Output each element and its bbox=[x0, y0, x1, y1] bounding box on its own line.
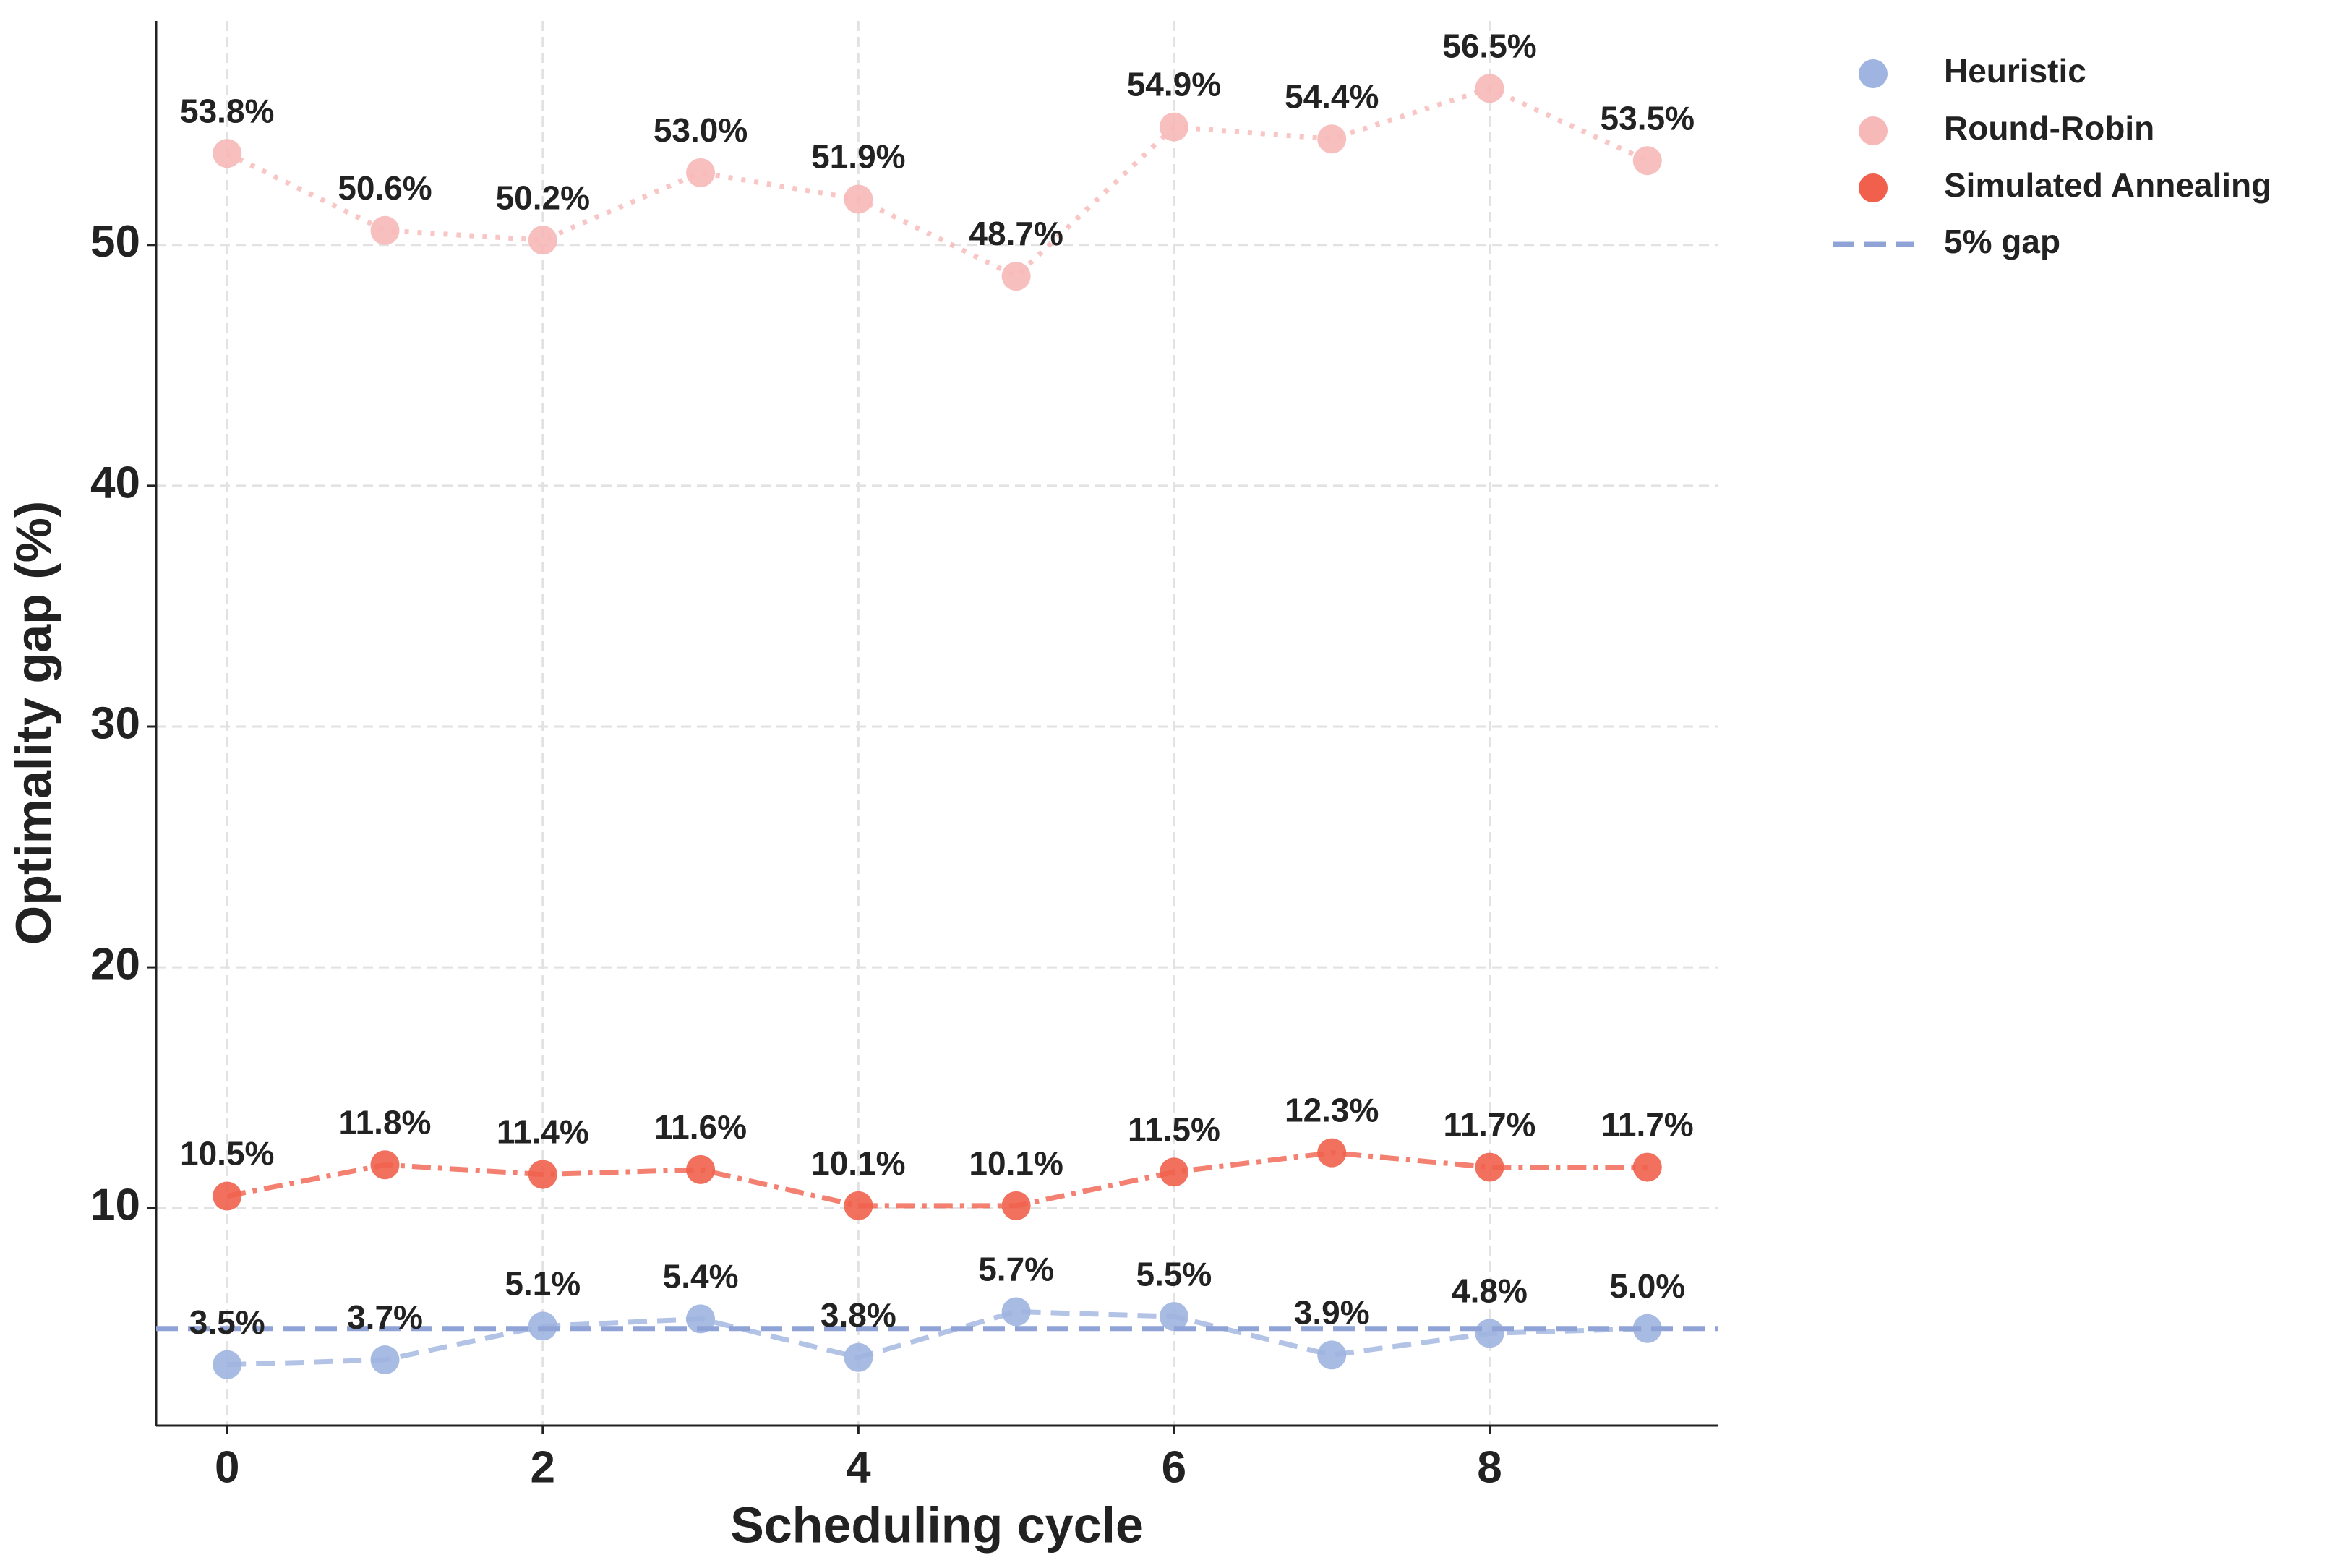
legend-label: Simulated Annealing bbox=[1944, 166, 2271, 204]
value-label: 5.7% bbox=[978, 1251, 1054, 1288]
y-tick-label: 20 bbox=[90, 939, 140, 989]
value-label: 11.7% bbox=[1444, 1106, 1536, 1144]
y-axis-label: Optimality gap (%) bbox=[5, 501, 61, 945]
value-label: 4.8% bbox=[1452, 1272, 1528, 1310]
y-tick-label: 50 bbox=[90, 217, 140, 267]
value-label: 5.4% bbox=[663, 1258, 739, 1295]
data-point bbox=[1475, 74, 1504, 103]
data-point bbox=[844, 1191, 873, 1220]
value-label: 11.8% bbox=[339, 1103, 432, 1141]
value-label: 3.8% bbox=[821, 1296, 896, 1334]
value-label: 11.6% bbox=[654, 1108, 747, 1146]
value-label: 3.7% bbox=[347, 1298, 423, 1336]
data-point bbox=[686, 1154, 716, 1184]
legend-marker bbox=[1859, 173, 1888, 202]
data-point bbox=[1632, 146, 1662, 176]
x-axis-label: Scheduling cycle bbox=[730, 1496, 1144, 1553]
value-label: 12.3% bbox=[1285, 1092, 1379, 1129]
data-point bbox=[1317, 1138, 1347, 1168]
value-label: 54.4% bbox=[1285, 77, 1379, 115]
data-point bbox=[528, 226, 557, 255]
value-label: 53.8% bbox=[180, 92, 274, 129]
value-label: 11.5% bbox=[1128, 1110, 1220, 1148]
data-point bbox=[213, 1350, 242, 1379]
data-point bbox=[1632, 1314, 1662, 1343]
data-point bbox=[1475, 1152, 1504, 1182]
x-tick-label: 4 bbox=[846, 1442, 871, 1492]
data-point bbox=[528, 1160, 557, 1189]
value-label: 11.4% bbox=[497, 1113, 589, 1151]
data-point bbox=[1159, 112, 1188, 142]
data-point bbox=[370, 1150, 400, 1180]
series-line bbox=[227, 1308, 1648, 1368]
value-label: 54.9% bbox=[1127, 66, 1221, 103]
legend-marker bbox=[1859, 116, 1888, 145]
value-label: 5.5% bbox=[1136, 1255, 1212, 1293]
legend-marker bbox=[1859, 59, 1888, 88]
value-label: 53.5% bbox=[1601, 99, 1695, 137]
data-point bbox=[1001, 1191, 1031, 1220]
data-point bbox=[844, 1342, 873, 1372]
data-point bbox=[213, 139, 242, 168]
value-label: 48.7% bbox=[969, 215, 1063, 252]
value-label: 5.0% bbox=[1609, 1267, 1685, 1305]
value-label: 11.7% bbox=[1601, 1106, 1694, 1144]
value-label: 10.5% bbox=[180, 1135, 274, 1173]
x-tick-label: 8 bbox=[1477, 1442, 1502, 1492]
data-point bbox=[1159, 1302, 1188, 1332]
value-label: 53.0% bbox=[654, 111, 748, 149]
y-tick-label: 30 bbox=[90, 698, 140, 748]
data-point bbox=[1001, 1297, 1031, 1327]
data-point bbox=[370, 1345, 400, 1375]
data-point bbox=[686, 158, 716, 187]
legend-label: 5% gap bbox=[1944, 223, 2060, 260]
value-label: 50.2% bbox=[496, 179, 590, 216]
value-label: 50.6% bbox=[338, 169, 432, 207]
value-label: 56.5% bbox=[1442, 27, 1536, 64]
y-tick-label: 40 bbox=[90, 458, 140, 507]
data-point bbox=[844, 184, 873, 214]
x-tick-label: 2 bbox=[531, 1442, 555, 1492]
data-point bbox=[1317, 124, 1347, 154]
value-label: 5.1% bbox=[505, 1265, 581, 1303]
data-point bbox=[1317, 1340, 1347, 1370]
series-line bbox=[226, 1150, 1648, 1209]
value-label: 3.9% bbox=[1294, 1294, 1370, 1332]
x-tick-label: 6 bbox=[1162, 1442, 1186, 1492]
value-label: 10.1% bbox=[811, 1144, 905, 1182]
data-point bbox=[1475, 1319, 1504, 1348]
data-point bbox=[1001, 262, 1031, 291]
value-label: 10.1% bbox=[969, 1144, 1063, 1182]
data-point bbox=[1159, 1157, 1188, 1187]
data-point bbox=[213, 1181, 242, 1211]
data-point bbox=[1632, 1152, 1662, 1182]
legend-label: Round-Robin bbox=[1944, 109, 2154, 147]
legend-label: Heuristic bbox=[1944, 52, 2086, 90]
y-tick-label: 10 bbox=[90, 1181, 140, 1230]
value-label: 3.5% bbox=[189, 1303, 265, 1341]
x-tick-label: 0 bbox=[215, 1442, 239, 1492]
data-point bbox=[370, 215, 400, 245]
value-label: 51.9% bbox=[811, 138, 905, 176]
series-line bbox=[226, 85, 1649, 280]
